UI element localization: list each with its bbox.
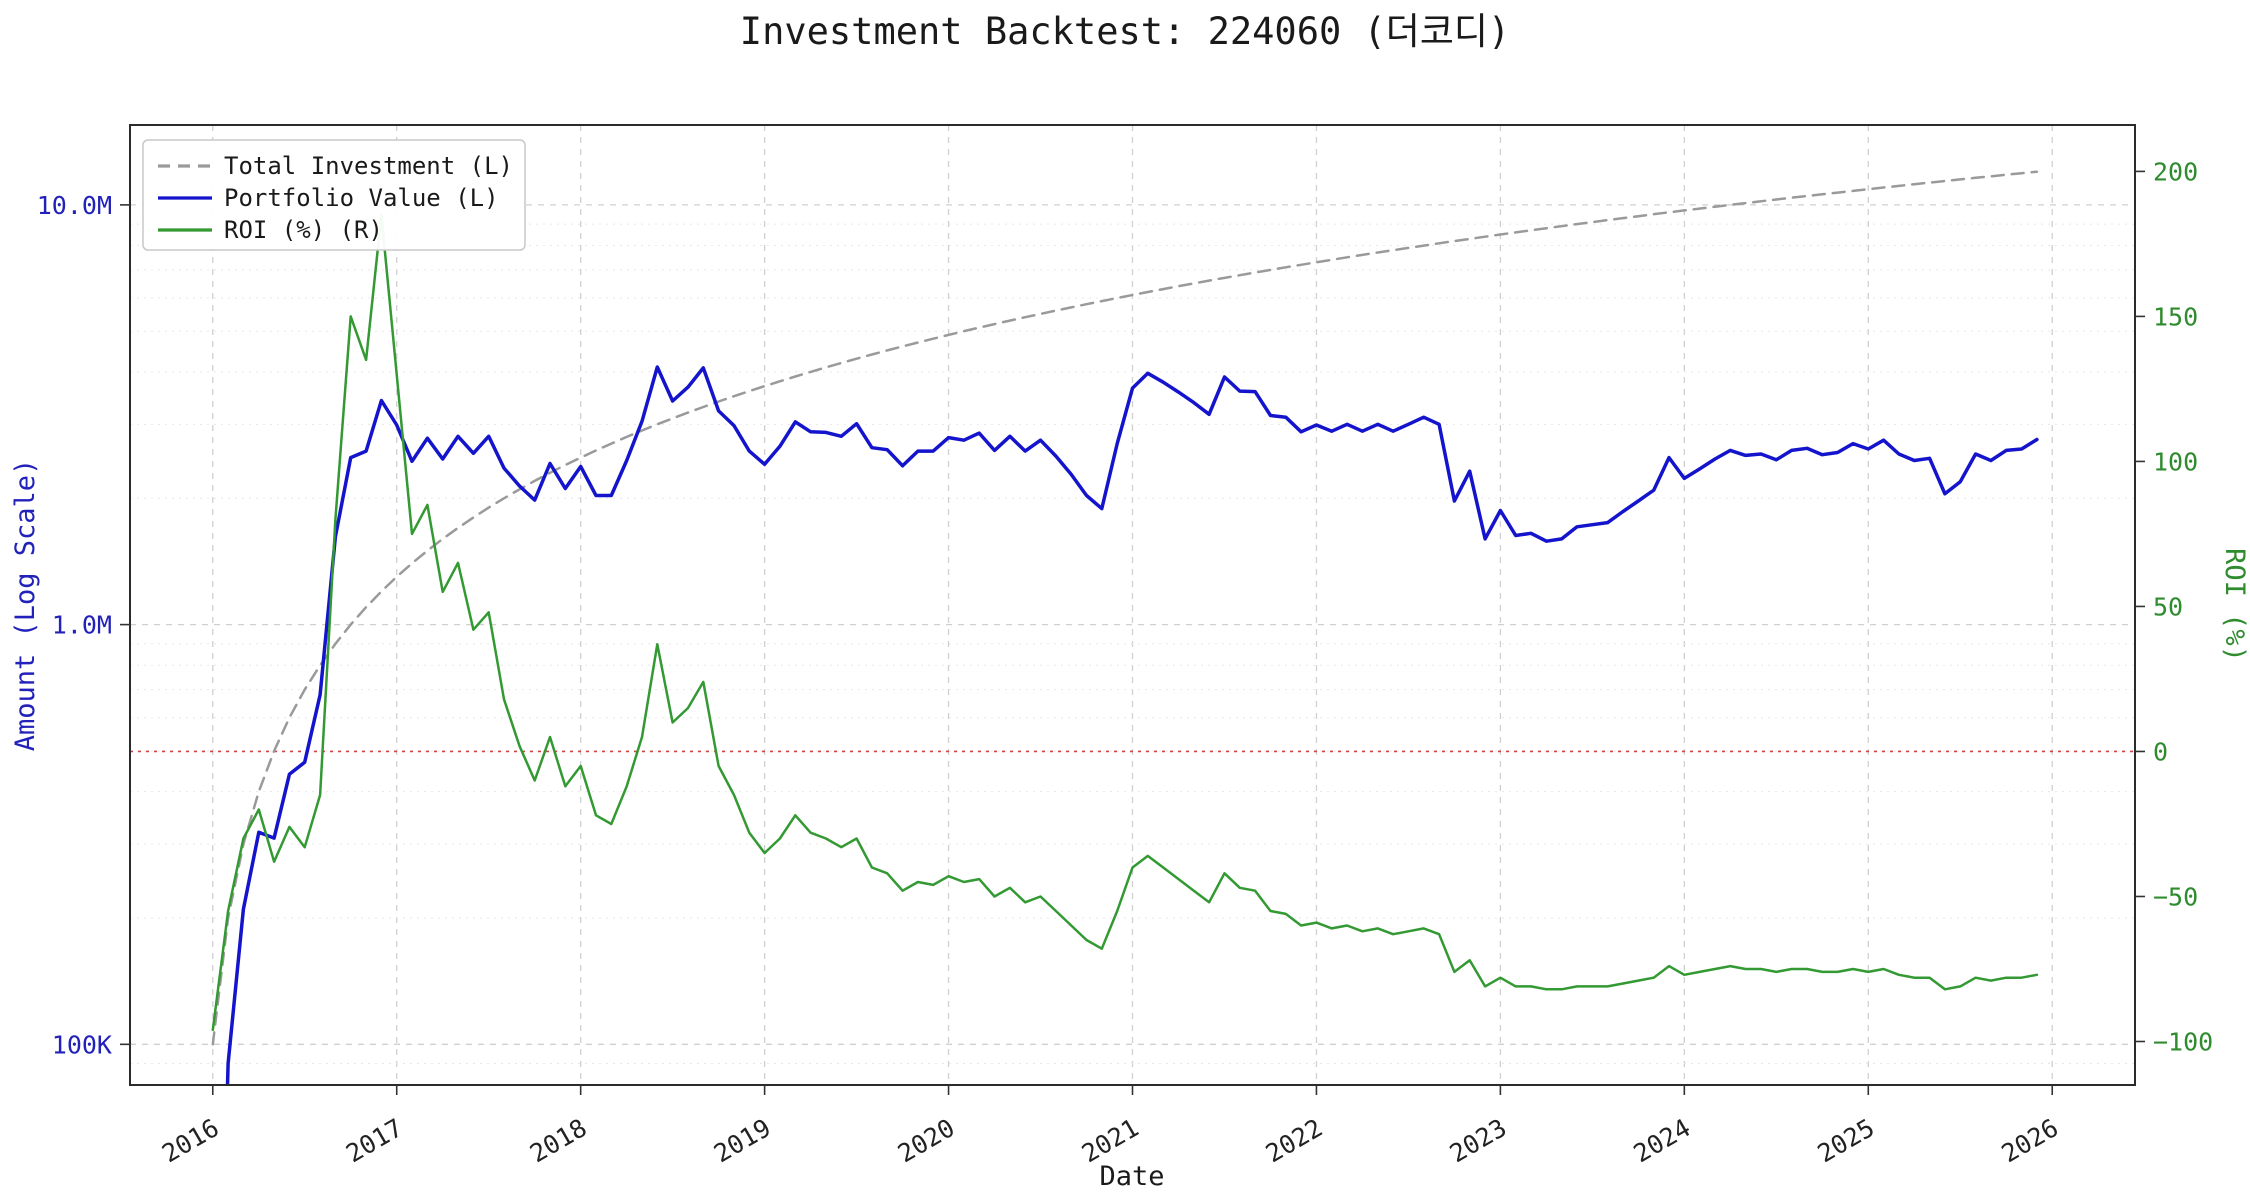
right-tick-label: 150 [2153, 302, 2198, 331]
portfolio-value-l-line [225, 365, 2039, 1085]
legend-label: Total Investment (L) [224, 152, 513, 180]
axis-ticks: 100K 1.0M 10.0M −100 −50 0 50 100 150 200 2016 2017… [37, 157, 2213, 1168]
x-axis-label: Date [1099, 1161, 1164, 1192]
right-tick-label: 100 [2153, 447, 2198, 476]
left-tick-label: 10.0M [37, 191, 112, 220]
left-tick-label: 100K [52, 1030, 112, 1059]
x-tick-label: 2026 [1997, 1113, 2064, 1168]
x-tick-label: 2025 [1813, 1113, 1880, 1168]
y-axis-label-right: ROI (%) [2219, 548, 2250, 662]
series-lines [211, 170, 2039, 1085]
right-tick-label: 50 [2153, 592, 2183, 621]
right-tick-label: −100 [2153, 1027, 2213, 1056]
grid [130, 125, 2135, 1086]
y-axis-label-left: Amount (Log Scale) [10, 459, 41, 752]
x-tick-label: 2020 [893, 1113, 960, 1168]
x-tick-label: 2024 [1629, 1113, 1696, 1168]
x-tick-label: 2019 [709, 1113, 776, 1168]
x-tick-label: 2016 [157, 1113, 224, 1168]
x-tick-label: 2023 [1445, 1113, 1512, 1168]
legend: Total Investment (L) Portfolio Value (L) R… [142, 139, 526, 251]
chart-title: Investment Backtest: 224060 (더코디) [740, 10, 1510, 53]
right-tick-label: 0 [2153, 737, 2168, 766]
total-investment-l-line [211, 170, 2039, 1046]
legend-label: ROI (%) (R) [224, 216, 383, 244]
x-tick-label: 2018 [525, 1113, 592, 1168]
x-tick-label: 2022 [1261, 1113, 1328, 1168]
legend-label: Portfolio Value (L) [224, 184, 499, 212]
right-tick-label: −50 [2153, 882, 2198, 911]
left-tick-label: 1.0M [52, 611, 112, 640]
legend-box [142, 139, 526, 251]
roi-r-line [211, 213, 2039, 1032]
x-tick-label: 2017 [341, 1113, 408, 1168]
right-tick-label: 200 [2153, 157, 2198, 186]
